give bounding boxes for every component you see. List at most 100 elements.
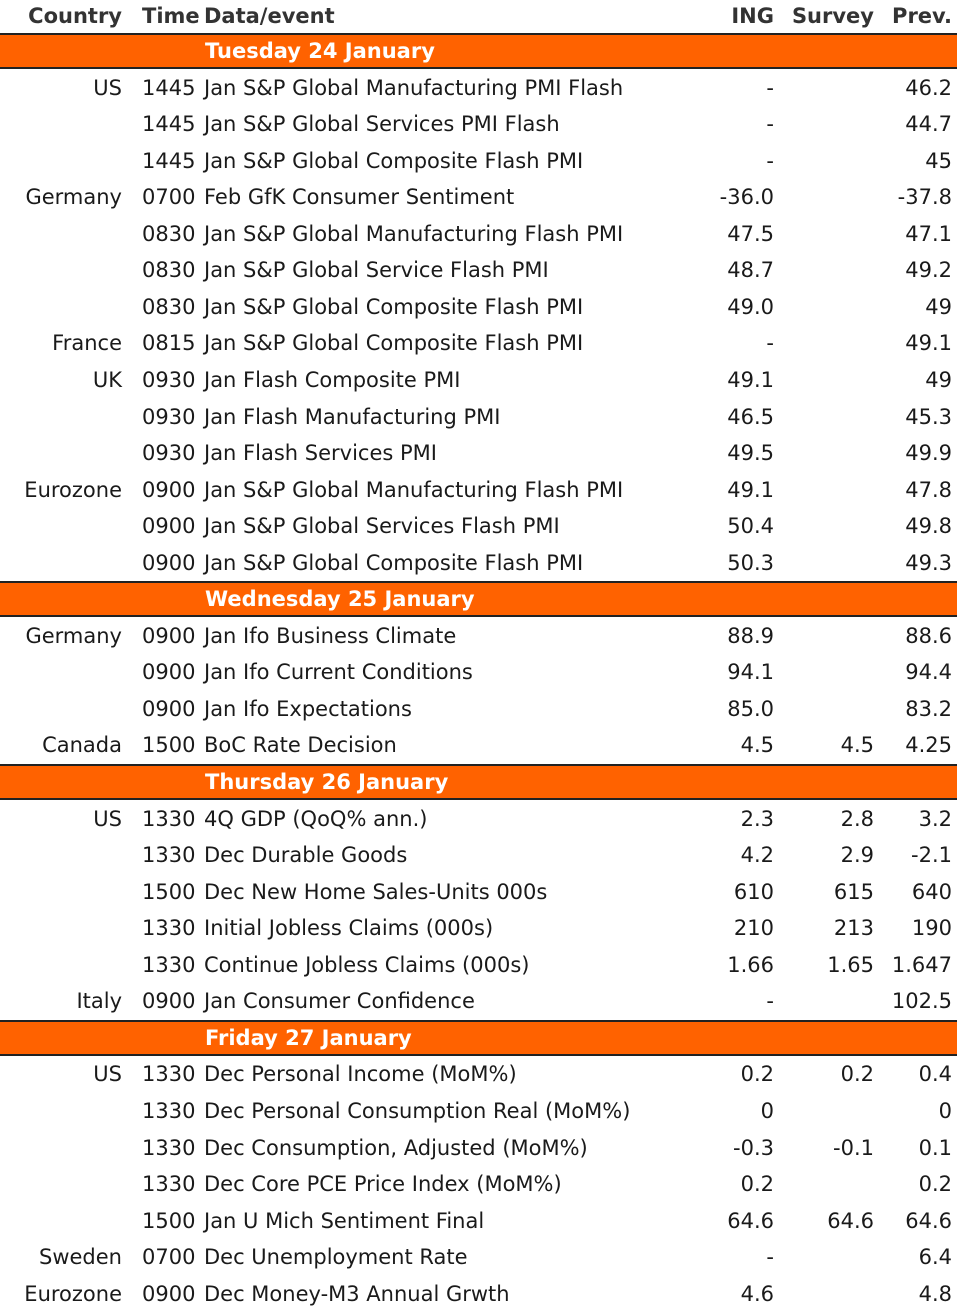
cell-prev: 4.8 [918, 1281, 952, 1306]
cell-ing: 50.3 [727, 550, 774, 575]
cell-time: 1330 [142, 916, 196, 941]
cell-ing: 48.7 [727, 258, 774, 283]
cell-event: Jan S&P Global Services PMI Flash [204, 112, 560, 137]
cell-time: 0830 [142, 258, 196, 283]
cell-ing: - [766, 989, 774, 1014]
cell-time: 0700 [142, 1245, 196, 1270]
cell-ing: 0.2 [740, 1172, 774, 1197]
cell-ing: 4.6 [740, 1281, 774, 1306]
cell-event: Jan U Mich Sentiment Final [204, 1208, 485, 1233]
cell-prev: 3.2 [918, 806, 952, 831]
cell-prev: 49.3 [905, 550, 952, 575]
cell-ing: 47.5 [727, 221, 774, 246]
table-row: 1445 Jan S&P Global Services PMI Flash - 44… [0, 106, 957, 142]
table-row: Germany 0900 Jan Ifo Business Climate 88.9 8… [0, 618, 957, 654]
cell-time: 0900 [142, 514, 196, 539]
table-row: 1500 Dec New Home Sales-Units 000s 610 615 6… [0, 874, 957, 910]
table-row: Canada 1500 BoC Rate Decision 4.5 4.5 4.25 [0, 727, 957, 763]
cell-event: Jan Ifo Current Conditions [204, 660, 473, 685]
cell-event: Dec Unemployment Rate [204, 1245, 468, 1270]
table-row: US 1330 Dec Personal Income (MoM%) 0.2 0.2 0.… [0, 1056, 957, 1092]
cell-time: 0815 [142, 331, 196, 356]
table-row: US 1330 4Q GDP (QoQ% ann.) 2.3 2.8 3.2 [0, 801, 957, 837]
cell-time: 0830 [142, 221, 196, 246]
day-header: Friday 27 January [0, 1019, 957, 1056]
cell-event: BoC Rate Decision [204, 733, 397, 758]
cell-time: 1500 [142, 733, 196, 758]
cell-time: 1330 [142, 1135, 196, 1160]
cell-event: Jan S&P Global Manufacturing Flash PMI [204, 477, 624, 502]
cell-time: 1500 [142, 1208, 196, 1233]
cell-time: 1445 [142, 75, 196, 100]
cell-survey: 615 [833, 879, 874, 904]
table-row: 0830 Jan S&P Global Manufacturing Flash P… [0, 216, 957, 252]
cell-event: Dec New Home Sales-Units 000s [204, 879, 548, 904]
header-survey: Survey [791, 4, 874, 28]
table-row: 1330 Continue Jobless Claims (000s) 1.66 1.… [0, 947, 957, 983]
cell-time: 0900 [142, 623, 196, 648]
table-row: Italy 0900 Jan Consumer Confidence - 102.5 [0, 983, 957, 1019]
day-header: Tuesday 24 January [0, 33, 957, 69]
cell-event: Jan S&P Global Services Flash PMI [204, 514, 560, 539]
cell-time: 0700 [142, 185, 196, 210]
cell-survey: 2.9 [840, 843, 874, 868]
cell-prev: 0 [938, 1098, 952, 1123]
cell-ing: -0.3 [733, 1135, 774, 1160]
cell-country: US [93, 806, 122, 831]
cell-ing: - [766, 331, 774, 356]
day-header: Thursday 26 January [0, 764, 957, 800]
cell-prev: 49 [925, 294, 952, 319]
cell-country: US [93, 1062, 122, 1087]
cell-ing: 0 [760, 1098, 774, 1123]
day-header: Wednesday 25 January [0, 581, 957, 618]
cell-prev: 47.8 [905, 477, 952, 502]
cell-event: Jan S&P Global Manufacturing PMI Flash [204, 75, 624, 100]
cell-ing: - [766, 112, 774, 137]
cell-time: 1330 [142, 1062, 196, 1087]
cell-country: France [52, 331, 122, 356]
cell-prev: 45.3 [905, 404, 952, 429]
cell-country: Sweden [39, 1245, 122, 1270]
cell-event: Dec Core PCE Price Index (MoM%) [204, 1172, 562, 1197]
cell-prev: 94.4 [905, 660, 952, 685]
cell-ing: 1.66 [727, 952, 774, 977]
cell-time: 1330 [142, 1172, 196, 1197]
cell-ing: 85.0 [727, 696, 774, 721]
cell-country: Canada [42, 733, 122, 758]
cell-country: Germany [25, 185, 122, 210]
cell-event: Dec Consumption, Adjusted (MoM%) [204, 1135, 588, 1160]
table-row: 0830 Jan S&P Global Composite Flash PMI 49… [0, 289, 957, 325]
cell-event: Dec Durable Goods [204, 843, 408, 868]
table-row: Germany 0700 Feb GfK Consumer Sentiment -36… [0, 179, 957, 215]
cell-ing: 94.1 [727, 660, 774, 685]
cell-event: Feb GfK Consumer Sentiment [204, 185, 515, 210]
cell-time: 1330 [142, 952, 196, 977]
cell-prev: 640 [911, 879, 952, 904]
cell-time: 1330 [142, 806, 196, 831]
table-row: Eurozone 0900 Dec Money-M3 Annual Grwth 4.6… [0, 1276, 957, 1312]
cell-ing: 88.9 [727, 623, 774, 648]
cell-prev: 190 [911, 916, 952, 941]
cell-ing: 210 [733, 916, 774, 941]
table-row: 0900 Jan S&P Global Composite Flash PMI 50… [0, 545, 957, 581]
cell-prev: 49.2 [905, 258, 952, 283]
header-prev: Prev. [892, 4, 952, 28]
cell-event: Jan Flash Composite PMI [204, 367, 461, 392]
cell-ing: 610 [733, 879, 774, 904]
cell-ing: - [766, 1245, 774, 1270]
cell-ing: 46.5 [727, 404, 774, 429]
cell-time: 0900 [142, 477, 196, 502]
cell-prev: -2.1 [911, 843, 952, 868]
cell-event: Dec Money-M3 Annual Grwth [204, 1281, 510, 1306]
cell-time: 1330 [142, 843, 196, 868]
cell-ing: 64.6 [727, 1208, 774, 1233]
cell-event: Dec Personal Income (MoM%) [204, 1062, 517, 1087]
cell-country: Eurozone [24, 1281, 122, 1306]
cell-survey: 2.8 [840, 806, 874, 831]
cell-survey: 4.5 [840, 733, 874, 758]
day-title: Wednesday 25 January [205, 587, 475, 612]
table-row: 1330 Dec Core PCE Price Index (MoM%) 0.2 0.… [0, 1166, 957, 1202]
cell-ing: 2.3 [740, 806, 774, 831]
table-row: UK 0930 Jan Flash Composite PMI 49.1 49 [0, 362, 957, 398]
cell-prev: 44.7 [905, 112, 952, 137]
